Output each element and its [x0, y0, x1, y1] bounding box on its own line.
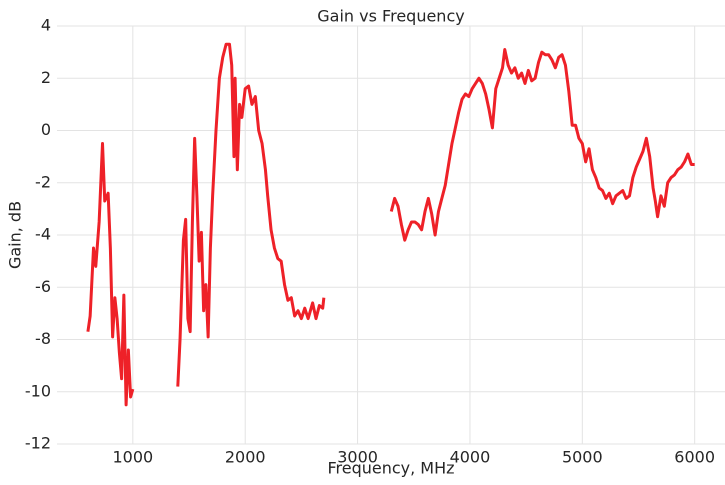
y-tick-label: -8	[35, 329, 51, 348]
x-tick-label: 3000	[337, 448, 378, 467]
y-tick-label: -6	[35, 277, 51, 296]
data-line	[86, 42, 695, 407]
x-tick-label: 4000	[450, 448, 491, 467]
y-tick-label: 4	[41, 16, 51, 35]
x-tick-label: 1000	[112, 448, 153, 467]
y-tick-label: 0	[41, 120, 51, 139]
y-tick-label: -4	[35, 225, 51, 244]
y-tick-label: -12	[25, 434, 51, 453]
y-tick-label: -10	[25, 381, 51, 400]
x-axis-label: Frequency, MHz	[327, 459, 454, 478]
chart-title: Gain vs Frequency	[317, 7, 464, 26]
x-tick-label: 2000	[225, 448, 266, 467]
y-tick-label: 2	[41, 68, 51, 87]
y-tick-label: -2	[35, 172, 51, 191]
y-axis-label: Gain, dB	[6, 201, 25, 269]
x-tick-label: 6000	[674, 448, 715, 467]
x-tick-label: 5000	[562, 448, 603, 467]
